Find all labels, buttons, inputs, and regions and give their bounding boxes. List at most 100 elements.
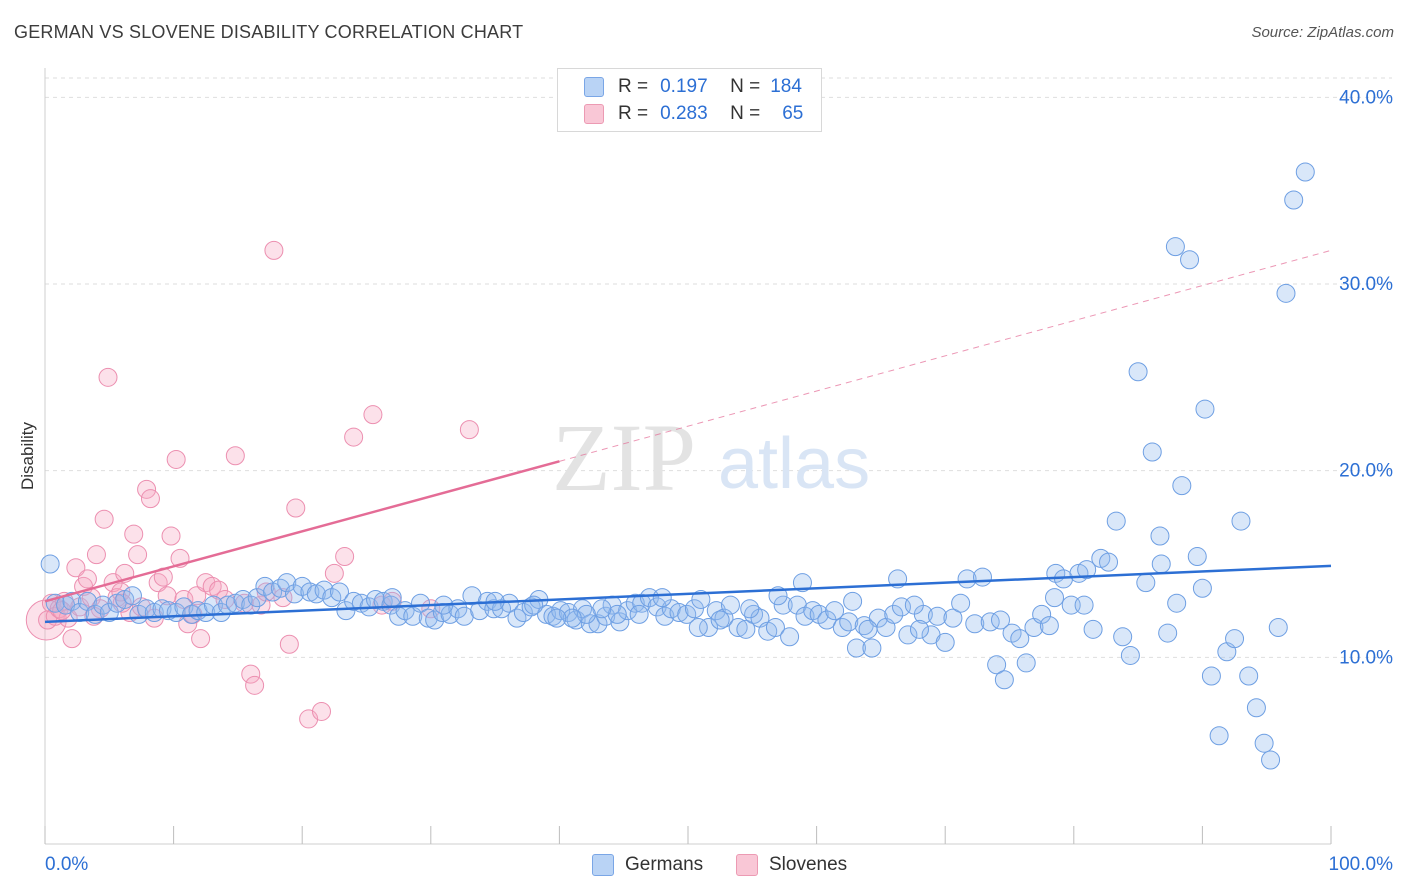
slovene-point: [137, 479, 157, 499]
slovene-point: [166, 449, 186, 469]
german-point: [780, 627, 800, 647]
german-point: [1150, 526, 1170, 546]
german-point: [632, 593, 652, 613]
axes-layer: [44, 68, 1332, 845]
legend-r-label: R =: [618, 76, 649, 97]
tick-labels: 10.0% 20.0% 30.0% 40.0% 0.0% 100.0%: [45, 87, 1393, 875]
legend-r-value-germans: 0.197: [660, 76, 708, 97]
german-point: [957, 569, 977, 589]
german-point: [524, 595, 544, 615]
german-point: [1284, 190, 1304, 210]
german-point: [196, 603, 216, 623]
german-point: [1128, 362, 1148, 382]
german-point: [740, 599, 760, 619]
german-point: [736, 619, 756, 639]
german-point: [547, 608, 567, 628]
bottom-legend-label-germans: Germans: [625, 854, 704, 875]
german-point: [825, 601, 845, 621]
german-point: [677, 604, 697, 624]
german-point: [382, 588, 402, 608]
german-point: [1032, 604, 1052, 624]
slovene-point: [363, 405, 383, 425]
slovene-point: [324, 563, 344, 583]
german-point: [720, 595, 740, 615]
x-tick-label: 0.0%: [45, 854, 88, 875]
german-point: [122, 586, 142, 606]
slovene-point: [140, 489, 160, 509]
german-point: [62, 591, 82, 611]
chart-title: GERMAN VS SLOVENE DISABILITY CORRELATION…: [14, 22, 524, 42]
slovene-point: [459, 420, 479, 440]
german-point: [1016, 653, 1036, 673]
german-point: [710, 610, 730, 630]
german-point: [40, 554, 60, 574]
german-point: [411, 593, 431, 613]
german-point: [513, 603, 533, 623]
legend-r-value-slovenes: 0.283: [660, 103, 708, 124]
german-point: [1142, 442, 1162, 462]
slovene-point: [62, 629, 82, 649]
german-point: [943, 608, 963, 628]
german-point: [576, 604, 596, 624]
german-point: [1136, 573, 1156, 593]
german-point: [1192, 578, 1212, 598]
german-point: [521, 597, 541, 617]
german-point: [655, 606, 675, 626]
german-point: [684, 599, 704, 619]
y-tick-label: 10.0%: [1339, 647, 1393, 668]
y-tick-label: 30.0%: [1339, 274, 1393, 295]
german-point: [843, 591, 863, 611]
german-point: [898, 625, 918, 645]
german-point: [1099, 552, 1119, 572]
german-point: [233, 589, 253, 609]
y-tick-label: 40.0%: [1339, 87, 1393, 108]
german-point: [1246, 698, 1266, 718]
slovene-point: [245, 675, 265, 695]
german-point: [1151, 554, 1171, 574]
german-point: [1167, 593, 1187, 613]
slovene-point: [241, 664, 261, 684]
german-point: [1195, 399, 1215, 419]
slovene-point: [344, 427, 364, 447]
german-point: [1201, 666, 1221, 686]
german-point: [803, 601, 823, 621]
slovene-point: [335, 547, 355, 567]
slovene-point: [256, 582, 276, 602]
german-point: [284, 584, 304, 604]
slovene-point: [191, 629, 211, 649]
german-point: [652, 588, 672, 608]
german-point: [255, 576, 275, 596]
german-point: [211, 603, 231, 623]
bottom-legend-swatch-slovenes: [736, 854, 758, 876]
german-point: [990, 610, 1010, 630]
german-point: [965, 614, 985, 634]
slovene-point: [98, 367, 118, 387]
german-point: [1268, 617, 1288, 637]
watermark-zip: ZIP: [552, 404, 696, 511]
slovene-point: [311, 701, 331, 721]
german-point: [1225, 629, 1245, 649]
bottom-legend-germans: Germans: [592, 852, 703, 878]
german-point: [1239, 666, 1259, 686]
german-point: [1276, 283, 1296, 303]
legend-n-value-slovenes: 65: [782, 103, 804, 124]
german-point: [492, 599, 512, 619]
german-point: [1261, 750, 1281, 770]
german-point: [1172, 476, 1192, 496]
german-point: [1165, 237, 1185, 257]
y-tick-label: 20.0%: [1339, 461, 1393, 482]
slovene-point: [202, 576, 222, 596]
german-point: [625, 593, 645, 613]
german-point: [1295, 162, 1315, 182]
legend-box: R = 0.197 N = 184 R = 0.283 N = 65: [557, 68, 822, 132]
german-point: [972, 567, 992, 587]
german-point: [744, 604, 764, 624]
german-point: [951, 593, 971, 613]
legend-swatch-germans: [584, 77, 604, 97]
german-point: [935, 632, 955, 652]
slovene-point: [86, 545, 106, 565]
german-point: [862, 638, 882, 658]
y-axis-label: Disability: [18, 421, 37, 490]
german-point: [987, 655, 1007, 675]
source-label: Source: ZipAtlas.com: [1251, 24, 1394, 41]
